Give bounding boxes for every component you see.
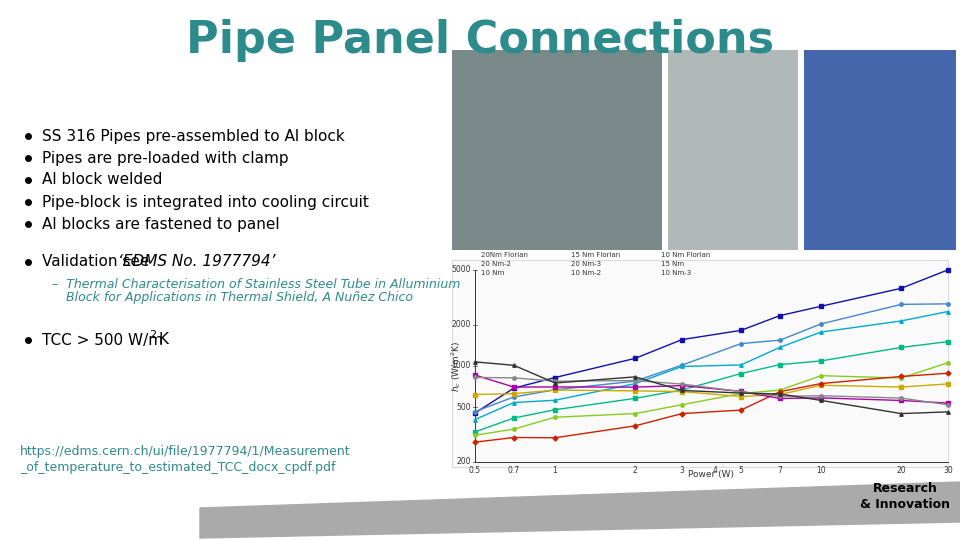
Text: 0.7: 0.7 [508,466,520,475]
Text: 20Nm Florian: 20Nm Florian [481,252,528,258]
Polygon shape [200,482,960,538]
Text: Validation see: Validation see [42,254,155,269]
Text: 3: 3 [680,466,684,475]
Text: https://edms.cern.ch/ui/file/1977794/1/Measurement: https://edms.cern.ch/ui/file/1977794/1/M… [20,446,350,458]
FancyBboxPatch shape [452,50,662,250]
Text: –  Thermal Characterisation of Stainless Steel Tube in Alluminium: – Thermal Characterisation of Stainless … [52,278,461,291]
Text: 2: 2 [149,330,156,340]
Text: _of_temperature_to_estimated_TCC_docx_cpdf.pdf: _of_temperature_to_estimated_TCC_docx_cp… [20,461,335,474]
Text: 200: 200 [457,457,471,467]
Text: $h_c$ (W/m$^2$K): $h_c$ (W/m$^2$K) [449,340,463,392]
Text: 1: 1 [553,466,558,475]
Text: & Innovation: & Innovation [860,497,950,510]
Text: Pipes are pre-loaded with clamp: Pipes are pre-loaded with clamp [42,151,289,165]
FancyBboxPatch shape [804,50,956,250]
Text: 20 Nm-2: 20 Nm-2 [481,261,511,267]
Text: 7: 7 [778,466,782,475]
Text: Al blocks are fastened to panel: Al blocks are fastened to panel [42,217,279,232]
Text: Block for Applications in Thermal Shield, A Nuñez Chico: Block for Applications in Thermal Shield… [66,292,413,305]
Text: 4: 4 [712,466,718,475]
Text: 0.5: 0.5 [468,466,481,475]
Text: 10 Nm Florian: 10 Nm Florian [661,252,710,258]
Text: SS 316 Pipes pre-assembled to Al block: SS 316 Pipes pre-assembled to Al block [42,129,345,144]
Text: K: K [158,333,168,348]
Text: Power (W): Power (W) [688,469,734,478]
Text: 5: 5 [738,466,743,475]
Text: 10: 10 [816,466,826,475]
Text: Pipe Panel Connections: Pipe Panel Connections [186,18,774,62]
FancyBboxPatch shape [452,260,948,467]
Text: 20 Nm-3: 20 Nm-3 [571,261,601,267]
Text: 10 Nm-2: 10 Nm-2 [571,270,601,276]
Text: TCC > 500 W/m: TCC > 500 W/m [42,333,163,348]
Text: 500: 500 [456,403,471,412]
FancyBboxPatch shape [668,50,798,250]
Text: Pipe-block is integrated into cooling circuit: Pipe-block is integrated into cooling ci… [42,194,369,210]
Text: 15 Nm Florian: 15 Nm Florian [571,252,620,258]
Text: 20: 20 [897,466,906,475]
Text: 2000: 2000 [451,320,471,329]
Text: Research: Research [873,482,938,495]
Text: ‘EDMS No. 1977794’: ‘EDMS No. 1977794’ [118,254,276,269]
Text: Al block welded: Al block welded [42,172,162,187]
Text: 2: 2 [633,466,637,475]
Text: 10 Nm-3: 10 Nm-3 [661,270,691,276]
Text: 15 Nm: 15 Nm [661,261,684,267]
Text: 1000: 1000 [451,361,471,370]
Text: 30: 30 [943,466,953,475]
Text: 10 Nm: 10 Nm [481,270,504,276]
Text: 5000: 5000 [451,266,471,274]
